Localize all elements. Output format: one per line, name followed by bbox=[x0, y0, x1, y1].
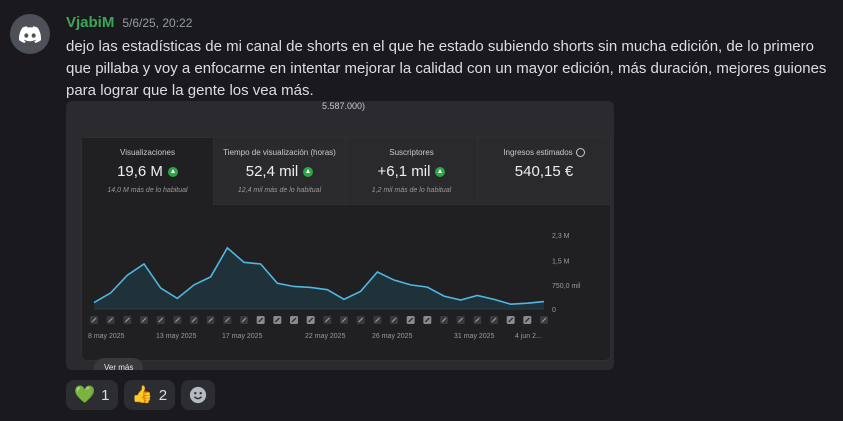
tab-ingresos-estimados[interactable]: Ingresos estimados 540,15 € bbox=[478, 138, 610, 205]
shorts-glyph bbox=[408, 317, 414, 323]
tab-value: 52,4 mil bbox=[214, 163, 345, 180]
y-tick-label: 2,3 M bbox=[552, 233, 570, 240]
thumbs-up-icon: 👍 bbox=[131, 385, 153, 404]
tab-value-text: 52,4 mil bbox=[245, 163, 299, 180]
shorts-glyph bbox=[358, 317, 364, 323]
analytics-screenshot[interactable]: 5.587.000) Visualizaciones 19,6 M 14,0 M… bbox=[66, 101, 614, 370]
green-heart-icon: 💚 bbox=[74, 385, 96, 404]
shorts-glyph bbox=[241, 317, 247, 323]
chart-series-line bbox=[93, 246, 545, 305]
message-text: dejo las estadísticas de mi canal de sho… bbox=[66, 38, 827, 99]
y-tick-label: 750,0 mil bbox=[552, 283, 581, 290]
tab-value: +6,1 mil bbox=[346, 163, 477, 180]
message-header: VjabiM 5/6/25, 20:22 bbox=[66, 14, 192, 31]
shorts-glyph bbox=[108, 317, 114, 323]
shorts-glyph bbox=[491, 317, 497, 323]
shorts-glyph bbox=[458, 317, 464, 323]
shorts-glyph bbox=[474, 317, 480, 323]
x-tick-label: 17 may 2025 bbox=[222, 333, 263, 340]
reactions-bar: 💚 1 👍 2 bbox=[66, 380, 216, 410]
tab-value: 19,6 M bbox=[82, 163, 213, 180]
shorts-glyph bbox=[341, 317, 347, 323]
tab-subtext: 14,0 M más de lo habitual bbox=[107, 187, 188, 194]
shorts-glyph bbox=[308, 317, 314, 323]
timestamp: 5/6/25, 20:22 bbox=[122, 16, 193, 30]
up-arrow-icon bbox=[303, 166, 314, 177]
shorts-glyph bbox=[158, 317, 164, 323]
up-arrow-icon bbox=[167, 166, 178, 177]
x-tick-label: 4 jun 2... bbox=[515, 333, 542, 340]
shorts-glyph bbox=[224, 317, 230, 323]
y-tick-label: 1,5 M bbox=[552, 259, 570, 266]
tab-tiempo-visualizacion[interactable]: Tiempo de visualización (horas) 52,4 mil… bbox=[214, 138, 346, 205]
ver-mas-button[interactable]: Ver más bbox=[94, 358, 144, 370]
tab-label-text: Ingresos estimados bbox=[503, 148, 573, 157]
shorts-glyph bbox=[124, 317, 130, 323]
tab-value-text: 19,6 M bbox=[117, 163, 163, 180]
tab-value-text: 540,15 € bbox=[514, 163, 574, 180]
shorts-glyph bbox=[258, 317, 264, 323]
tab-subtext: 1,2 mil más de lo habitual bbox=[371, 187, 452, 194]
y-tick-label: 0 bbox=[552, 307, 556, 314]
tab-subtext: 12,4 mil más de lo habitual bbox=[237, 187, 322, 194]
tab-label: Suscriptores bbox=[389, 148, 434, 157]
shorts-glyph bbox=[324, 317, 330, 323]
clock-icon bbox=[575, 148, 585, 157]
up-arrow-icon bbox=[435, 166, 446, 177]
reaction-thumbs-up[interactable]: 👍 2 bbox=[123, 380, 176, 410]
embed-caption: 5.587.000) bbox=[322, 101, 366, 111]
tab-visualizaciones[interactable]: Visualizaciones 19,6 M 14,0 M más de lo … bbox=[82, 138, 214, 205]
shorts-glyph bbox=[374, 317, 380, 323]
add-reaction-button[interactable] bbox=[181, 380, 216, 410]
shorts-glyph bbox=[541, 317, 547, 323]
tab-suscriptores[interactable]: Suscriptores +6,1 mil 1,2 mil más de lo … bbox=[346, 138, 478, 205]
shorts-glyph bbox=[191, 317, 197, 323]
shorts-glyph bbox=[291, 317, 297, 323]
shorts-glyph bbox=[441, 317, 447, 323]
shorts-glyph bbox=[524, 317, 530, 323]
x-tick-label: 22 may 2025 bbox=[305, 333, 346, 340]
tab-label: Visualizaciones bbox=[120, 148, 175, 157]
discord-logo-icon bbox=[19, 25, 41, 43]
shorts-glyph bbox=[508, 317, 514, 323]
username[interactable]: VjabiM bbox=[66, 14, 115, 31]
shorts-glyph bbox=[424, 317, 430, 323]
reaction-count: 1 bbox=[101, 386, 110, 404]
chart-area-fill bbox=[94, 247, 544, 309]
shorts-glyph bbox=[274, 317, 280, 323]
tab-label: Ingresos estimados bbox=[478, 148, 610, 157]
x-tick-label: 8 may 2025 bbox=[88, 333, 125, 340]
analytics-panel: Visualizaciones 19,6 M 14,0 M más de lo … bbox=[81, 137, 611, 361]
x-tick-label: 13 may 2025 bbox=[156, 333, 197, 340]
shorts-glyph bbox=[141, 317, 147, 323]
smiley-icon bbox=[189, 386, 207, 404]
reaction-count: 2 bbox=[158, 386, 168, 404]
shorts-glyph bbox=[91, 317, 97, 323]
views-area-chart: 2,3 M 1,5 M 750,0 mil 0 8 may 2025 13 may 202… bbox=[88, 233, 581, 340]
metric-tabs: Visualizaciones 19,6 M 14,0 M más de lo … bbox=[82, 138, 610, 205]
reaction-green-heart[interactable]: 💚 1 bbox=[66, 380, 118, 410]
shorts-glyph bbox=[208, 317, 214, 323]
shorts-glyph bbox=[391, 317, 397, 323]
tab-label: Tiempo de visualización (horas) bbox=[223, 148, 336, 157]
tab-value-text: +6,1 mil bbox=[377, 163, 431, 180]
tab-value: 540,15 € bbox=[478, 163, 610, 180]
x-tick-label: 26 may 2025 bbox=[372, 333, 413, 340]
shorts-glyph bbox=[174, 317, 180, 323]
avatar[interactable] bbox=[10, 14, 50, 54]
x-tick-label: 31 may 2025 bbox=[454, 333, 495, 340]
